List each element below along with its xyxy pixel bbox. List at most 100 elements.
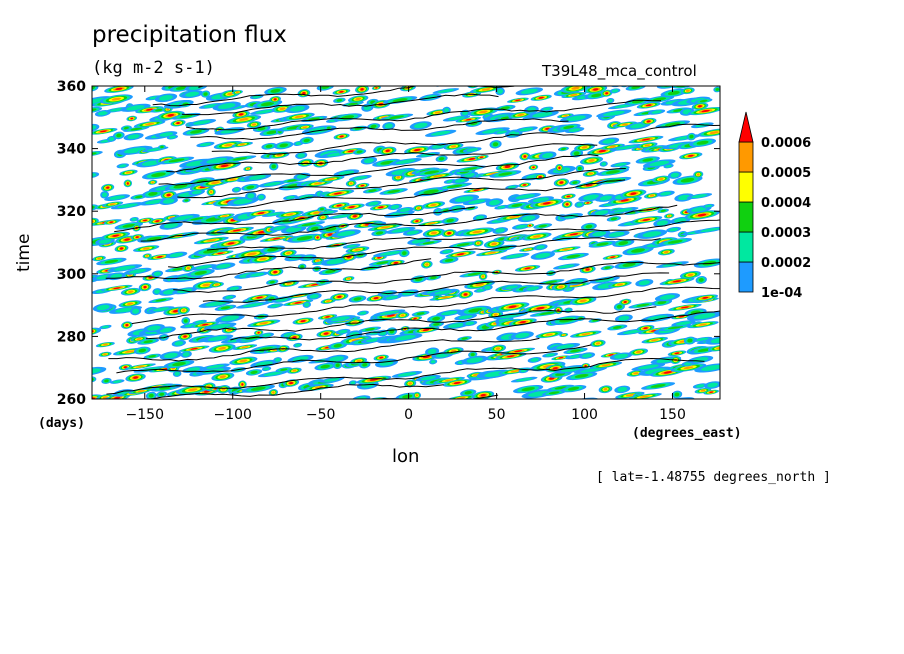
precip-cell	[113, 287, 121, 290]
precip-cell	[463, 293, 468, 296]
precip-cell	[155, 220, 160, 223]
precip-cell	[467, 86, 480, 89]
precip-cell	[595, 342, 601, 345]
precip-cell	[190, 217, 204, 221]
precip-cell	[476, 241, 480, 245]
precip-cell	[133, 376, 139, 379]
precip-cell	[135, 236, 139, 239]
precip-cell	[354, 248, 361, 251]
precip-cell	[350, 381, 356, 385]
precip-cell	[580, 368, 601, 373]
precip-cell	[429, 403, 437, 407]
precip-cell	[330, 316, 350, 322]
precip-cell	[202, 80, 218, 85]
precip-cell	[203, 249, 219, 254]
precip-cell	[162, 198, 175, 204]
precip-cell	[577, 166, 582, 171]
precip-cell	[488, 172, 498, 175]
precip-cell	[112, 234, 120, 237]
precip-cell	[106, 186, 110, 189]
precip-cell	[519, 321, 527, 324]
precip-cell	[536, 398, 555, 399]
precip-cell	[687, 338, 693, 343]
precip-cell	[592, 231, 607, 237]
precip-cell	[304, 302, 310, 307]
precip-cell	[285, 195, 296, 200]
precip-cell	[674, 352, 680, 355]
precip-cell	[329, 356, 344, 362]
precip-cell	[538, 175, 542, 178]
precip-cell	[242, 401, 249, 407]
precip-cell	[102, 343, 109, 346]
precip-cell	[292, 369, 297, 372]
colorbar-label: 1e-04	[761, 286, 802, 301]
precip-cell	[614, 82, 621, 86]
precip-cell	[636, 303, 650, 307]
precip-cell	[280, 368, 288, 371]
precip-cell	[336, 204, 342, 207]
precip-cell	[155, 298, 167, 302]
precip-cell	[515, 194, 535, 199]
precip-cell	[406, 230, 420, 235]
precip-cell	[154, 289, 160, 294]
precip-cell	[546, 399, 567, 406]
precip-cell	[564, 214, 579, 219]
precip-cell	[525, 248, 531, 251]
colorbar-extend-triangle	[738, 111, 754, 143]
precip-cell	[467, 272, 481, 276]
precip-cell	[300, 265, 304, 269]
precip-cell	[623, 301, 627, 304]
precip-cell	[554, 402, 559, 404]
precip-cell	[368, 189, 377, 193]
precip-cell	[376, 261, 389, 265]
precip-cell	[333, 343, 342, 348]
precip-cell	[536, 245, 545, 250]
precip-cell	[635, 350, 642, 354]
precip-cell	[320, 364, 330, 369]
precip-cell	[625, 394, 635, 397]
precip-cell	[197, 78, 223, 86]
precip-cell	[286, 251, 291, 255]
precip-cell	[701, 79, 720, 85]
precip-cell	[143, 340, 154, 344]
precip-cell	[125, 324, 129, 327]
precip-cell	[461, 402, 470, 407]
precip-cell	[186, 367, 201, 372]
precip-cell	[427, 348, 437, 355]
precip-cell	[295, 294, 303, 297]
precip-cell	[387, 189, 400, 194]
precip-cell	[194, 270, 207, 275]
precip-cell	[327, 233, 333, 236]
precip-cell	[497, 205, 507, 209]
precip-cell	[586, 202, 590, 204]
precip-cell	[243, 402, 247, 406]
precip-cell	[300, 320, 306, 323]
precip-cell	[500, 313, 522, 319]
precip-cell	[325, 269, 336, 274]
precip-cell	[207, 335, 228, 341]
precip-cell	[595, 277, 615, 283]
precip-cell	[246, 185, 255, 190]
precip-cell	[244, 402, 247, 405]
precip-cell	[463, 403, 469, 407]
precip-cell	[92, 377, 94, 381]
precip-cell	[552, 367, 558, 370]
precip-cell	[205, 301, 227, 307]
precip-cell	[518, 402, 535, 408]
precip-cell	[622, 81, 628, 86]
precip-cell	[312, 211, 322, 214]
precip-cell	[92, 368, 101, 374]
precip-cell	[433, 323, 440, 326]
precip-cell	[313, 182, 323, 185]
precip-cell	[183, 319, 188, 323]
precip-cell	[536, 306, 545, 310]
precip-cell	[637, 364, 659, 370]
precip-cell	[446, 218, 454, 223]
precip-cell	[709, 391, 714, 393]
precip-cell	[423, 189, 439, 194]
precip-cell	[142, 247, 150, 250]
precip-cell	[493, 313, 498, 316]
precip-cell	[447, 232, 452, 235]
precip-cell	[464, 403, 468, 406]
